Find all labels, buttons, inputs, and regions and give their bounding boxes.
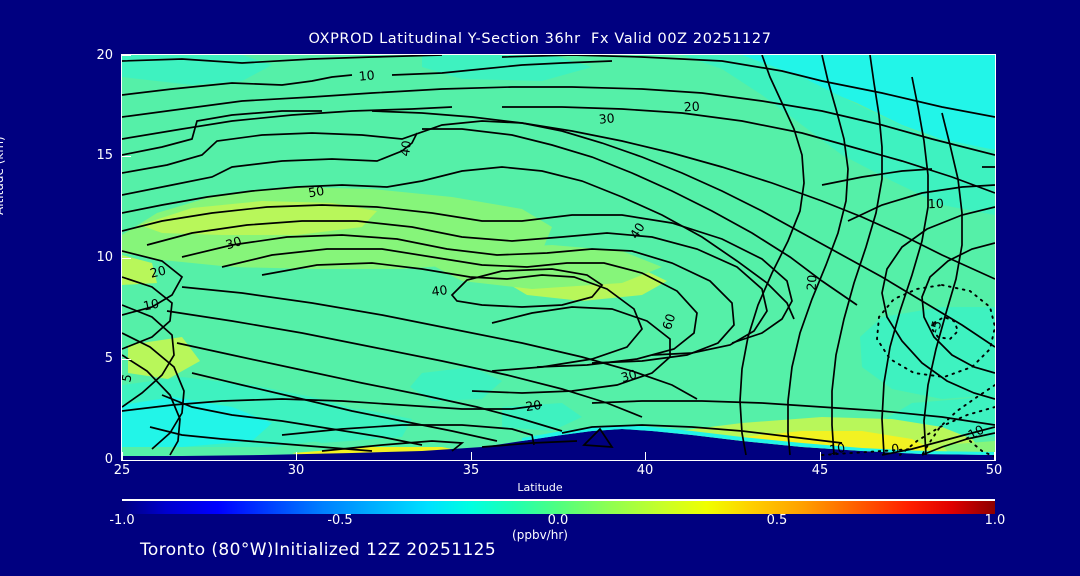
fill-teal-upper-right bbox=[682, 55, 995, 215]
contour-label: 50 bbox=[307, 183, 325, 201]
fill-teal-right-negative bbox=[860, 307, 995, 399]
contour-label: 10 bbox=[358, 67, 375, 83]
colorbar-unit-label: (ppbv/hr) bbox=[512, 528, 568, 542]
contour-label: 40 bbox=[431, 282, 449, 299]
contour-label: 20 bbox=[148, 262, 167, 280]
x-tick-label: 50 bbox=[985, 463, 1003, 478]
contour-label: 30 bbox=[224, 233, 244, 252]
x-tick bbox=[122, 452, 124, 460]
footer-caption: Toronto (80°W)Initialized 12Z 20251125 bbox=[140, 540, 497, 560]
terrain-cyan-edge bbox=[522, 425, 995, 455]
x-tick bbox=[645, 452, 647, 460]
fill-teal-lowmid-1 bbox=[410, 367, 502, 401]
contour-canvas: 10 20 30 40 50 30 20 10 5 40 60 40 30 20… bbox=[122, 55, 995, 460]
y-tick-label: 20 bbox=[96, 48, 113, 63]
fill-cyan-upper-right bbox=[682, 55, 995, 150]
y-tick bbox=[122, 156, 131, 158]
contour-label: 0 bbox=[890, 441, 900, 457]
fill-teal-lowmid-3 bbox=[282, 409, 412, 443]
contour-label-group: 10 20 30 40 50 30 20 10 5 40 60 40 30 20… bbox=[122, 67, 986, 457]
colorbar-tick-label: 0.0 bbox=[547, 513, 569, 528]
contour-label: 30 bbox=[598, 110, 615, 126]
plot-area: 10 20 30 40 50 30 20 10 5 40 60 40 30 20… bbox=[122, 55, 995, 460]
contour-label: 40 bbox=[397, 139, 414, 157]
x-tick bbox=[820, 452, 822, 460]
y-tick-label: 5 bbox=[104, 351, 113, 366]
contour-lines-dotted bbox=[821, 284, 995, 458]
x-tick-label: 30 bbox=[287, 463, 305, 478]
contour-label: 40 bbox=[627, 220, 648, 241]
fill-yellowgreen-edge bbox=[122, 255, 157, 285]
contour-label: 20 bbox=[524, 397, 542, 414]
contour-label: 20 bbox=[803, 274, 819, 291]
page-title: OXPROD Latitudinal Y-Section 36hr Fx Val… bbox=[308, 31, 772, 47]
y-tick-label: 15 bbox=[96, 148, 113, 163]
y-tick bbox=[122, 258, 131, 260]
contour-label: 30 bbox=[619, 366, 638, 385]
contour-label: 10 bbox=[828, 440, 846, 458]
contour-label: 5 bbox=[122, 373, 135, 384]
y-tick bbox=[122, 359, 131, 361]
x-axis-title: Latitude bbox=[517, 481, 563, 494]
contour-label: -5 bbox=[927, 319, 945, 335]
fill-teal-lowmid-2 bbox=[502, 403, 582, 431]
y-tick-label: 0 bbox=[104, 452, 113, 467]
colorbar-tick-label: 1.0 bbox=[984, 513, 1006, 528]
contour-label: 20 bbox=[683, 99, 700, 115]
x-tick bbox=[994, 452, 996, 460]
y-tick bbox=[122, 460, 131, 462]
colorbar-tick-label: 0.5 bbox=[766, 513, 788, 528]
contour-label: 10 bbox=[142, 296, 161, 314]
colorbar bbox=[122, 499, 995, 514]
x-tick-label: 45 bbox=[811, 463, 829, 478]
y-tick bbox=[122, 55, 131, 57]
terrain-mask bbox=[122, 429, 995, 460]
colorbar-tick-label: -0.5 bbox=[327, 513, 353, 528]
colorbar-tick-label: -1.0 bbox=[109, 513, 135, 528]
x-tick-label: 35 bbox=[462, 463, 480, 478]
fill-cyan-lower-left bbox=[122, 397, 272, 447]
y-tick-label: 10 bbox=[96, 250, 113, 265]
x-tick-label: 25 bbox=[113, 463, 131, 478]
x-tick bbox=[471, 452, 473, 460]
contour-label: 10 bbox=[928, 196, 944, 212]
fill-teal-top-mid bbox=[422, 55, 592, 81]
contour-lines-solid bbox=[122, 55, 995, 456]
fill-yellowgreen-left-core bbox=[140, 201, 377, 235]
x-tick bbox=[296, 452, 298, 460]
contour-label: 60 bbox=[659, 312, 678, 332]
y-axis-title: Altitude (km) bbox=[0, 136, 6, 215]
x-tick-label: 40 bbox=[636, 463, 654, 478]
